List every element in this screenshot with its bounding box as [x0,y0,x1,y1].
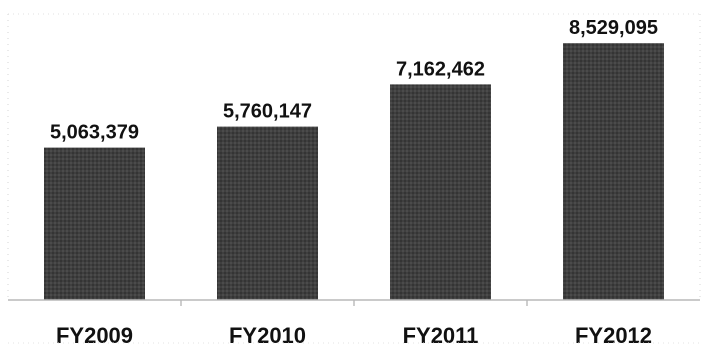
value-label-fy2010: 5,760,147 [223,101,312,123]
x-label-fy2010: FY2010 [229,323,306,345]
x-axis: FY2009 FY2010 FY2011 FY2012 [8,299,700,345]
bar-fy2010 [217,126,318,300]
value-label-fy2012: 8,529,095 [569,17,658,39]
bar-fy2012 [563,43,664,300]
plot-frame [7,13,701,300]
bar-fy2011 [390,84,491,301]
x-labels-layer: FY2009 FY2010 FY2011 FY2012 [56,323,652,345]
x-label-fy2012: FY2012 [575,323,652,345]
value-label-fy2011: 7,162,462 [396,58,485,80]
value-labels-layer: 5,063,379 5,760,147 7,162,462 8,529,095 [50,17,658,143]
x-label-fy2011: FY2011 [403,323,479,345]
x-ticks-layer [180,300,528,306]
bar-fy2009 [44,147,145,300]
bars-layer [44,43,664,301]
x-label-fy2009: FY2009 [56,323,133,345]
value-label-fy2009: 5,063,379 [50,122,139,144]
